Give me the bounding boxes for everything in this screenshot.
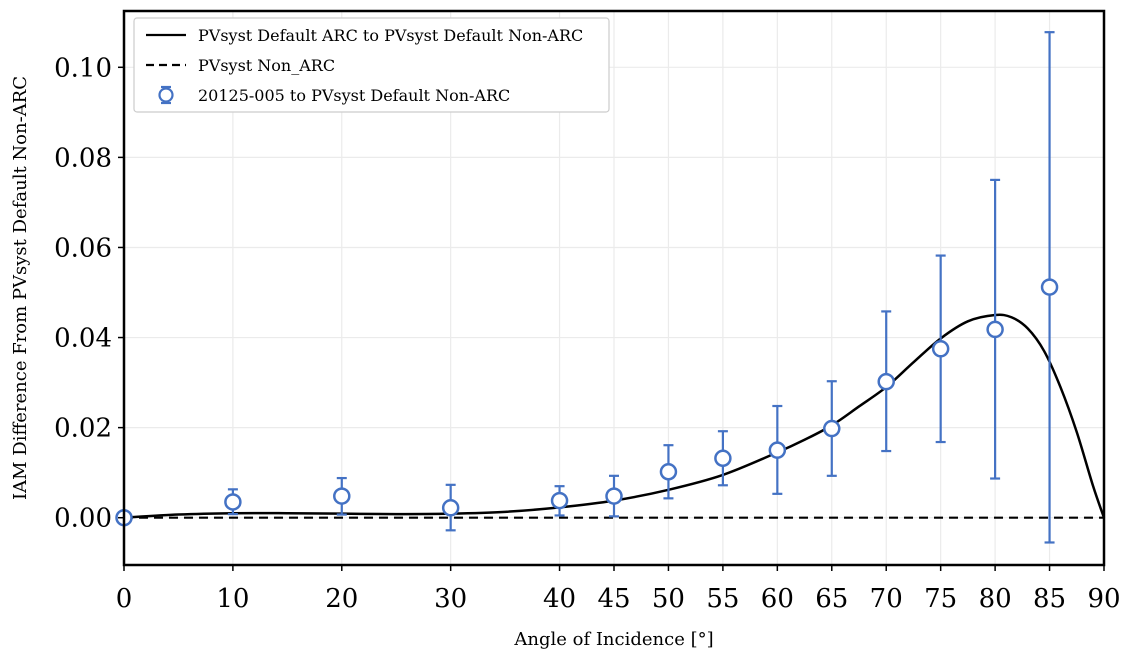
x-tick-label: 0 bbox=[116, 584, 133, 614]
data-point-marker bbox=[768, 441, 787, 459]
x-tick-label: 45 bbox=[597, 584, 630, 614]
data-point-marker bbox=[333, 487, 351, 505]
data-point-marker bbox=[550, 491, 569, 510]
data-point-marker bbox=[605, 487, 623, 505]
y-tick-label: 0.04 bbox=[54, 324, 112, 354]
data-point-marker bbox=[1040, 278, 1059, 296]
x-tick-label: 85 bbox=[1033, 584, 1066, 614]
data-point-marker bbox=[224, 493, 242, 511]
x-tick-label: 30 bbox=[434, 584, 467, 614]
x-tick-label: 10 bbox=[216, 584, 249, 614]
data-point-marker bbox=[986, 320, 1004, 339]
y-tick-label: 0.02 bbox=[54, 414, 112, 444]
y-tick-label: 0.10 bbox=[54, 53, 112, 83]
x-tick-label: 65 bbox=[815, 584, 848, 614]
x-tick-label: 90 bbox=[1087, 584, 1120, 614]
data-point-marker bbox=[877, 372, 895, 391]
series-layer bbox=[115, 31, 1106, 544]
x-tick-label: 55 bbox=[706, 584, 739, 614]
x-tick-label: 70 bbox=[870, 584, 903, 614]
x-tick-label: 20 bbox=[325, 584, 358, 614]
data-point-marker bbox=[714, 449, 732, 468]
data-point-marker bbox=[441, 499, 460, 517]
legend-label-non-arc: PVsyst Non_ARC bbox=[198, 56, 335, 75]
y-tick-label: 0.00 bbox=[54, 504, 112, 534]
ticks: 0 10 20 30 40 45 50 55 60 65 70 75 80 85 90 0.00 0.02 0.0… bbox=[54, 53, 1120, 614]
x-tick-label: 50 bbox=[652, 584, 685, 614]
data-point-marker bbox=[823, 419, 841, 438]
data-point-marker bbox=[659, 463, 678, 481]
x-tick-label: 60 bbox=[761, 584, 794, 614]
legend-label-arc-curve: PVsyst Default ARC to PVsyst Default Non… bbox=[198, 26, 583, 45]
x-tick-label: 80 bbox=[979, 584, 1012, 614]
x-tick-label: 40 bbox=[543, 584, 576, 614]
x-axis-label: Angle of Incidence [°] bbox=[513, 629, 713, 650]
data-point-marker bbox=[931, 340, 950, 358]
series-line-arc-to-non-arc bbox=[123, 313, 1106, 519]
legend-key-errorbar-marker bbox=[158, 85, 174, 105]
legend-label-measured: 20125-005 to PVsyst Default Non-ARC bbox=[198, 86, 510, 105]
y-tick-label: 0.06 bbox=[54, 233, 112, 263]
y-tick-label: 0.08 bbox=[54, 143, 112, 173]
x-tick-label: 75 bbox=[924, 584, 957, 614]
legend: PVsyst Default ARC to PVsyst Default Non… bbox=[133, 17, 610, 113]
legend-box bbox=[133, 17, 610, 113]
y-axis-label: IAM Difference From PVsyst Default Non-A… bbox=[10, 76, 31, 500]
